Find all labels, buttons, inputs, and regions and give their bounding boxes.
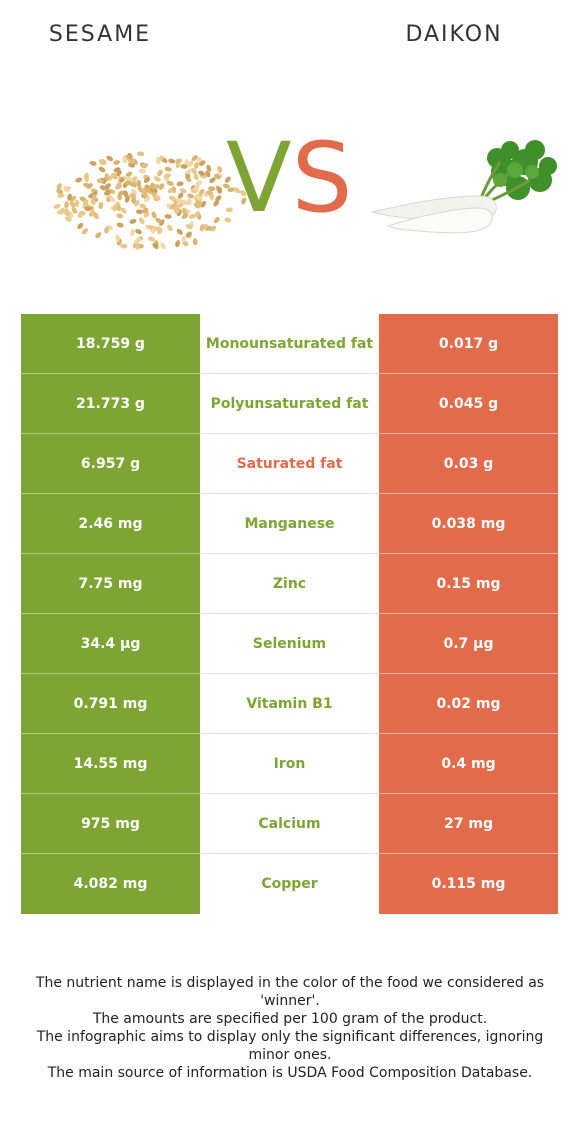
comparison-table: 18.759 g Monounsaturated fat 0.017 g 21.773…	[21, 314, 558, 914]
left-value: 7.75 mg	[21, 554, 200, 614]
sesame-seeds-image	[53, 140, 557, 250]
left-value: 975 mg	[21, 794, 200, 854]
table-row: 34.4 µg Selenium 0.7 µg	[21, 614, 558, 674]
table-row: 7.75 mg Zinc 0.15 mg	[21, 554, 558, 614]
footnote-line: The main source of information is USDA F…	[47, 1065, 533, 1081]
right-value: 0.017 g	[379, 314, 558, 374]
nutrient-name: Monounsaturated fat	[200, 314, 379, 374]
nutrient-name: Vitamin B1	[200, 674, 379, 734]
vs-v-letter: V	[226, 122, 292, 234]
left-value: 14.55 mg	[21, 734, 200, 794]
right-value: 0.03 g	[379, 434, 558, 494]
left-value: 4.082 mg	[21, 854, 200, 914]
right-value: 0.4 mg	[379, 734, 558, 794]
right-value: 0.038 mg	[379, 494, 558, 554]
table-row: 6.957 g Saturated fat 0.03 g	[21, 434, 558, 494]
table-row: 4.082 mg Copper 0.115 mg	[21, 854, 558, 914]
table-row: 18.759 g Monounsaturated fat 0.017 g	[21, 314, 558, 374]
right-food-title: DAIKON	[405, 22, 503, 47]
left-value: 6.957 g	[21, 434, 200, 494]
left-value: 2.46 mg	[21, 494, 200, 554]
nutrient-name: Saturated fat	[200, 434, 379, 494]
nutrient-name: Calcium	[200, 794, 379, 854]
right-value: 0.7 µg	[379, 614, 558, 674]
left-value: 0.791 mg	[21, 674, 200, 734]
table-row: 0.791 mg Vitamin B1 0.02 mg	[21, 674, 558, 734]
vs-logo: VS	[226, 130, 353, 226]
nutrient-name: Polyunsaturated fat	[200, 374, 379, 434]
nutrient-name: Zinc	[200, 554, 379, 614]
table-row: 21.773 g Polyunsaturated fat 0.045 g	[21, 374, 558, 434]
right-value: 27 mg	[379, 794, 558, 854]
table-row: 14.55 mg Iron 0.4 mg	[21, 734, 558, 794]
left-value: 34.4 µg	[21, 614, 200, 674]
footnote-line: The nutrient name is displayed in the co…	[35, 975, 545, 1009]
daikon-image	[370, 140, 557, 234]
right-value: 0.15 mg	[379, 554, 558, 614]
left-value: 21.773 g	[21, 374, 200, 434]
nutrient-name: Iron	[200, 734, 379, 794]
footnote-line: The amounts are specified per 100 gram o…	[92, 1011, 488, 1027]
table-row: 2.46 mg Manganese 0.038 mg	[21, 494, 558, 554]
right-value: 0.02 mg	[379, 674, 558, 734]
left-food-title: SESAME	[48, 22, 152, 47]
left-value: 18.759 g	[21, 314, 200, 374]
right-value: 0.045 g	[379, 374, 558, 434]
nutrient-name: Manganese	[200, 494, 379, 554]
footnote: The nutrient name is displayed in the co…	[20, 974, 560, 1082]
table-row: 975 mg Calcium 27 mg	[21, 794, 558, 854]
footnote-line: The infographic aims to display only the…	[36, 1029, 544, 1063]
right-value: 0.115 mg	[379, 854, 558, 914]
nutrient-name: Selenium	[200, 614, 379, 674]
vs-s-letter: S	[291, 122, 353, 234]
nutrient-name: Copper	[200, 854, 379, 914]
